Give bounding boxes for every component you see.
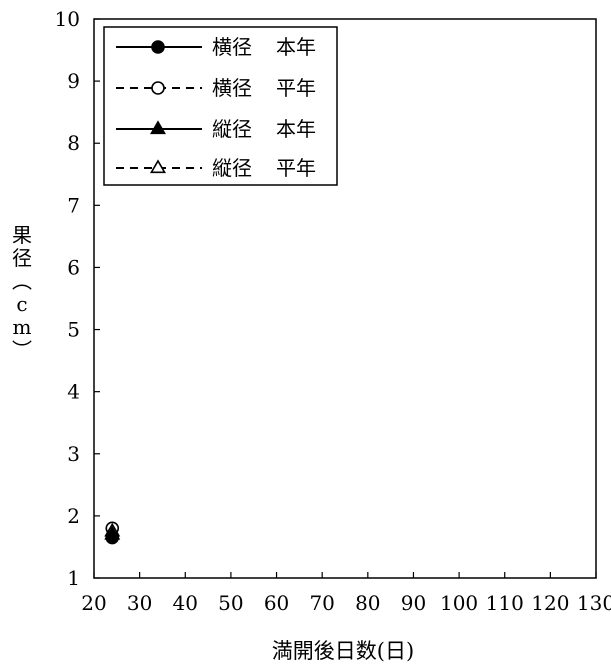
- y-tick-label: 7: [67, 193, 80, 217]
- x-tick-label: 20: [81, 591, 106, 615]
- y-tick-label: 8: [67, 131, 80, 155]
- legend-label: 横径: [212, 76, 252, 100]
- ticks: 20 30 40 50 60 70 80 90 100 110 120 130 1 2 3 4 5 6 7 8 9 10: [55, 7, 611, 615]
- legend-label: 縦径: [212, 117, 252, 141]
- y-tick-label: 9: [67, 69, 80, 93]
- y-tick-label: 6: [67, 255, 80, 279]
- x-tick-label: 110: [486, 591, 524, 615]
- x-tick-label: 120: [531, 591, 569, 615]
- x-tick-label: 80: [355, 591, 380, 615]
- x-tick-label: 30: [127, 591, 152, 615]
- y-tick-label: 10: [55, 7, 80, 31]
- y-axis-title-char: ︶: [12, 338, 32, 362]
- y-tick-label: 1: [67, 566, 80, 590]
- y-axis-title-char: 果: [12, 223, 32, 247]
- legend-marker: [149, 120, 167, 135]
- legend-marker: [149, 159, 167, 174]
- legend-label: 本年: [276, 117, 316, 141]
- data-marks: [104, 521, 121, 545]
- x-tick-label: 40: [173, 591, 198, 615]
- y-axis-title-char: 径: [12, 246, 32, 270]
- y-tick-label: 3: [67, 442, 80, 466]
- axes: [93, 18, 597, 579]
- y-tick-label: 5: [67, 318, 80, 342]
- data-point: [104, 525, 121, 540]
- legend-label: 本年: [276, 35, 316, 59]
- legend-label: 縦径: [212, 156, 252, 180]
- legend-marker: [151, 81, 165, 95]
- x-tick-label: 70: [309, 591, 334, 615]
- x-tick-label: 100: [440, 591, 478, 615]
- y-axis-title-char: m: [13, 315, 32, 339]
- x-tick-label: 60: [264, 591, 289, 615]
- y-tick-label: 4: [67, 380, 80, 404]
- x-tick-label: 90: [401, 591, 426, 615]
- plot-area-frame: [93, 18, 597, 579]
- x-tick-label: 50: [218, 591, 243, 615]
- x-tick-label: 130: [577, 591, 611, 615]
- legend-label: 横径: [212, 35, 252, 59]
- legend-box: [103, 26, 338, 186]
- legend-marker: [151, 40, 165, 54]
- x-axis-title: 満開後日数(日): [272, 639, 414, 663]
- y-axis-title: 果径︵cm︶: [12, 223, 32, 362]
- y-tick-label: 2: [67, 504, 80, 528]
- y-axis-title-char: c: [16, 292, 27, 316]
- y-axis-title-char: ︵: [12, 269, 32, 293]
- legend-label: 平年: [276, 156, 316, 180]
- legend-label: 平年: [276, 76, 316, 100]
